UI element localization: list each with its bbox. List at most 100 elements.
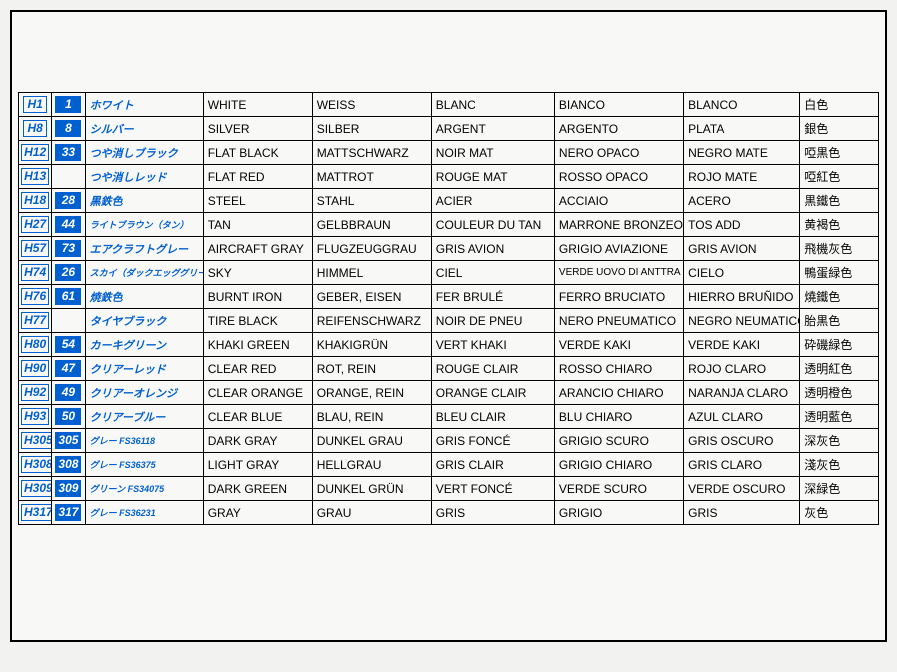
name-it: VERDE UOVO DI ANTTRA — [554, 261, 683, 285]
num-code-box: 309 — [55, 480, 81, 497]
num-code-cell: 73 — [52, 237, 85, 261]
name-fr: BLEU CLAIR — [431, 405, 554, 429]
name-fr: NOIR DE PNEU — [431, 309, 554, 333]
table-row: H5773エアクラフトグレーAIRCRAFT GRAYFLUGZEUGGRAUG… — [19, 237, 879, 261]
h-code-box: H308 — [21, 456, 52, 473]
name-de: GEBER, EISEN — [312, 285, 431, 309]
name-en: KHAKI GREEN — [203, 333, 312, 357]
name-cn: 飛機灰色 — [800, 237, 879, 261]
table-row: H77タイヤブラックTIRE BLACKREIFENSCHWARZNOIR DE… — [19, 309, 879, 333]
name-jp: クリアーレッド — [85, 357, 203, 381]
name-fr: FER BRULÉ — [431, 285, 554, 309]
name-de: HIMMEL — [312, 261, 431, 285]
name-de: ROT, REIN — [312, 357, 431, 381]
name-it: GRIGIO CHIARO — [554, 453, 683, 477]
h-code-box: H13 — [21, 168, 49, 185]
name-jp: タイヤブラック — [85, 309, 203, 333]
name-en: CLEAR BLUE — [203, 405, 312, 429]
num-code-box: 61 — [55, 288, 81, 305]
h-code-cell: H90 — [19, 357, 52, 381]
name-it: BIANCO — [554, 93, 683, 117]
h-code-box: H93 — [21, 408, 49, 425]
name-de: DUNKEL GRÜN — [312, 477, 431, 501]
name-jp: エアクラフトグレー — [85, 237, 203, 261]
name-en: CLEAR RED — [203, 357, 312, 381]
name-cn: 淺灰色 — [800, 453, 879, 477]
name-fr: VERT KHAKI — [431, 333, 554, 357]
name-jp: つや消しブラック — [85, 141, 203, 165]
h-code-box: H8 — [23, 120, 47, 137]
name-it: NERO PNEUMATICO — [554, 309, 683, 333]
table-row: H9350クリアーブルーCLEAR BLUEBLAU, REINBLEU CLA… — [19, 405, 879, 429]
name-cn: 砕磯緑色 — [800, 333, 879, 357]
name-es: GRIS CLARO — [684, 453, 800, 477]
num-code-box: 26 — [55, 264, 81, 281]
name-en: GRAY — [203, 501, 312, 525]
table-row: H9249クリアーオレンジCLEAR ORANGEORANGE, REINORA… — [19, 381, 879, 405]
name-jp: グレー FS36231 — [85, 501, 203, 525]
table-row: H309309グリーン FS34075DARK GREENDUNKEL GRÜN… — [19, 477, 879, 501]
name-cn: 啞紅色 — [800, 165, 879, 189]
name-cn: 黒鐵色 — [800, 189, 879, 213]
name-cn: 黄褐色 — [800, 213, 879, 237]
name-es: ROJO CLARO — [684, 357, 800, 381]
name-it: GRIGIO — [554, 501, 683, 525]
num-code-cell: 317 — [52, 501, 85, 525]
h-code-box: H12 — [21, 144, 49, 161]
name-cn: 白色 — [800, 93, 879, 117]
name-jp: カーキグリーン — [85, 333, 203, 357]
name-it: ARANCIO CHIARO — [554, 381, 683, 405]
name-jp: クリアーブルー — [85, 405, 203, 429]
num-code-cell: 8 — [52, 117, 85, 141]
name-es: TOS ADD — [684, 213, 800, 237]
name-en: LIGHT GRAY — [203, 453, 312, 477]
name-cn: 燒鐵色 — [800, 285, 879, 309]
num-code-cell: 54 — [52, 333, 85, 357]
h-code-cell: H305 — [19, 429, 52, 453]
name-it: MARRONE BRONZEO — [554, 213, 683, 237]
num-code-cell — [52, 309, 85, 333]
num-code-box: 1 — [55, 96, 81, 113]
name-it: GRIGIO AVIAZIONE — [554, 237, 683, 261]
name-fr: ROUGE CLAIR — [431, 357, 554, 381]
name-cn: 鴨蛋緑色 — [800, 261, 879, 285]
name-de: MATTROT — [312, 165, 431, 189]
num-code-cell: 309 — [52, 477, 85, 501]
h-code-cell: H92 — [19, 381, 52, 405]
h-code-box: H57 — [21, 240, 49, 257]
name-es: CIELO — [684, 261, 800, 285]
h-code-cell: H57 — [19, 237, 52, 261]
name-jp: シルバー — [85, 117, 203, 141]
h-code-box: H90 — [21, 360, 49, 377]
name-it: ACCIAIO — [554, 189, 683, 213]
table-row: H8054カーキグリーンKHAKI GREENKHAKIGRÜNVERT KHA… — [19, 333, 879, 357]
name-en: AIRCRAFT GRAY — [203, 237, 312, 261]
name-es: AZUL CLARO — [684, 405, 800, 429]
num-code-box: 50 — [55, 408, 81, 425]
name-it: ROSSO CHIARO — [554, 357, 683, 381]
name-es: PLATA — [684, 117, 800, 141]
h-code-box: H77 — [21, 312, 49, 329]
name-fr: BLANC — [431, 93, 554, 117]
name-en: SKY — [203, 261, 312, 285]
h-code-cell: H8 — [19, 117, 52, 141]
table-row: H305305グレー FS36118DARK GRAYDUNKEL GRAUGR… — [19, 429, 879, 453]
num-code-cell: 33 — [52, 141, 85, 165]
h-code-cell: H77 — [19, 309, 52, 333]
name-en: SILVER — [203, 117, 312, 141]
num-code-box: 49 — [55, 384, 81, 401]
num-code-box: 47 — [55, 360, 81, 377]
num-code-cell: 1 — [52, 93, 85, 117]
num-code-box: 28 — [55, 192, 81, 209]
name-de: STAHL — [312, 189, 431, 213]
name-es: NEGRO NEUMATICO — [684, 309, 800, 333]
h-code-box: H309 — [21, 480, 52, 497]
name-de: KHAKIGRÜN — [312, 333, 431, 357]
num-code-box: 33 — [55, 144, 81, 161]
name-jp: グレー FS36118 — [85, 429, 203, 453]
name-en: FLAT BLACK — [203, 141, 312, 165]
name-fr: ROUGE MAT — [431, 165, 554, 189]
num-code-box: 317 — [55, 504, 81, 521]
table-row: H1233つや消しブラックFLAT BLACKMATTSCHWARZNOIR M… — [19, 141, 879, 165]
name-es: VERDE OSCURO — [684, 477, 800, 501]
